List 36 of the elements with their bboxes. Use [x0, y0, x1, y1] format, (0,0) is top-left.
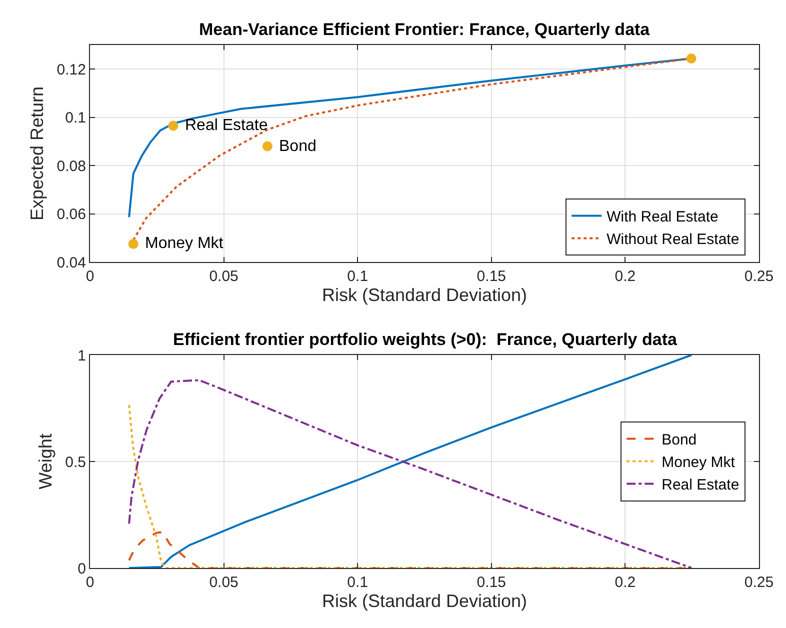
- chart-title: Efficient frontier portfolio weights (>0): France, Quarterly data: [173, 330, 678, 349]
- x-tick-label: 0.05: [209, 268, 238, 285]
- x-tick-label: 0.25: [744, 268, 774, 285]
- x-tick-label: 0.15: [476, 574, 506, 591]
- legend-label: Money Mkt: [662, 454, 736, 472]
- legend-label: Without Real Estate: [606, 231, 740, 248]
- y-axis-title: Expected Return: [26, 86, 47, 221]
- y-tick-label: 0: [78, 560, 86, 578]
- y-tick-label: 0.5: [65, 454, 86, 471]
- x-tick-label: 0.15: [476, 268, 506, 285]
- point: [262, 141, 272, 152]
- y-tick-label: 0.08: [56, 158, 86, 175]
- chart-title: Mean-Variance Efficient Frontier: France, Quarterly data: [199, 20, 650, 39]
- legend-label: Real Estate: [662, 476, 740, 494]
- annotation: Bond: [279, 138, 316, 155]
- x-tick-label: 0.05: [209, 574, 238, 591]
- x-axis-title: Risk (Standard Deviation): [322, 285, 528, 306]
- annotation: Money Mkt: [145, 235, 224, 252]
- x-tick-label: 0.1: [347, 574, 368, 591]
- point: [168, 120, 178, 131]
- y-tick-label: 1: [78, 347, 86, 364]
- x-tick-label: 0.2: [614, 574, 636, 591]
- y-tick-label: 0.12: [56, 61, 86, 78]
- y-tick-label: 0.04: [56, 254, 86, 272]
- legend-label: Bond: [662, 432, 697, 449]
- x-tick-label: 0.25: [744, 574, 774, 591]
- legend-label: With Real Estate: [606, 208, 718, 226]
- x-axis-title: Risk (Standard Deviation): [322, 591, 528, 612]
- x-tick-label: 0.1: [347, 268, 368, 285]
- y-axis-title: Weight: [35, 434, 56, 490]
- annotation: Real Estate: [185, 117, 268, 134]
- point: [128, 238, 138, 249]
- y-tick-label: 0.06: [56, 206, 86, 224]
- y-tick-label: 0.1: [65, 110, 86, 127]
- point: [686, 54, 696, 64]
- x-tick-label: 0.2: [614, 268, 636, 285]
